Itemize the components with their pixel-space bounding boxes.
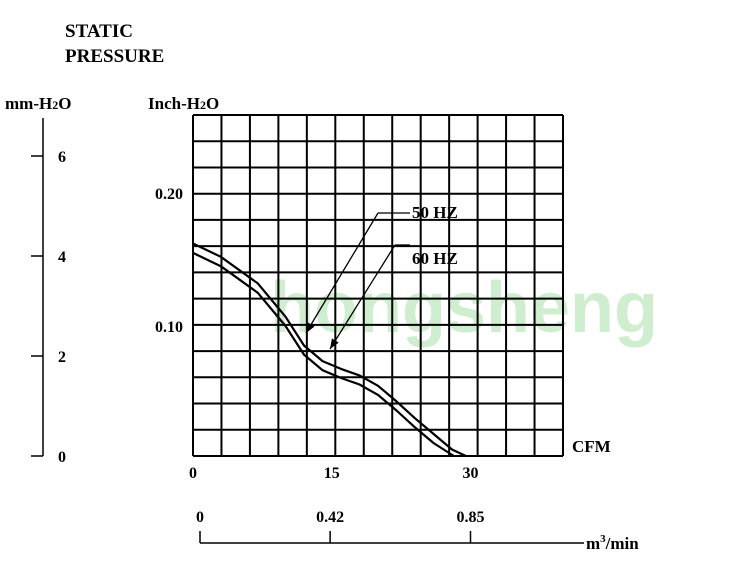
watermark-text: hongsheng <box>270 268 658 348</box>
chart-grid <box>192 114 564 457</box>
curve-series <box>192 242 467 457</box>
mm-tick-label: 0 <box>58 449 66 466</box>
cfm-axis: 0 15 30 <box>189 465 479 482</box>
inch-axis: 0.20 0.10 <box>155 186 183 336</box>
mm-axis: 6 4 2 0 <box>31 118 66 466</box>
mm-tick-label: 2 <box>58 349 66 366</box>
m3-axis: 0 0.42 0.85 <box>196 509 584 544</box>
curve-annotations: 50 HZ 60 HZ <box>305 203 458 350</box>
cfm-tick-label: 30 <box>463 465 479 482</box>
mm-tick-label: 6 <box>58 149 66 166</box>
series-line-50-hz <box>192 251 455 457</box>
mm-axis-label: mm-H2O <box>5 94 71 113</box>
chart-title-line-1: STATIC <box>65 21 133 42</box>
cfm-axis-label: CFM <box>572 437 611 456</box>
m3-tick-label: 0.85 <box>457 509 485 526</box>
m3-axis-label: m3/min <box>586 533 639 553</box>
mm-tick-label: 4 <box>58 249 66 266</box>
annotation-label: 50 HZ <box>412 203 458 222</box>
m3-tick-label: 0 <box>196 509 204 526</box>
annotation-arrowhead <box>330 338 339 349</box>
inch-tick-label: 0.10 <box>155 319 183 336</box>
series-line-60-hz <box>192 242 467 457</box>
chart-title-line-2: PRESSURE <box>65 46 164 67</box>
inch-axis-label: Inch-H2O <box>148 94 219 113</box>
m3-tick-label: 0.42 <box>316 509 344 526</box>
cfm-tick-label: 15 <box>324 465 340 482</box>
annotation-arrowhead <box>306 322 315 333</box>
cfm-tick-label: 0 <box>189 465 197 482</box>
annotation-leader <box>305 212 379 334</box>
inch-tick-label: 0.20 <box>155 186 183 203</box>
annotation-label: 60 HZ <box>412 249 458 268</box>
annotation-leader <box>329 244 396 350</box>
